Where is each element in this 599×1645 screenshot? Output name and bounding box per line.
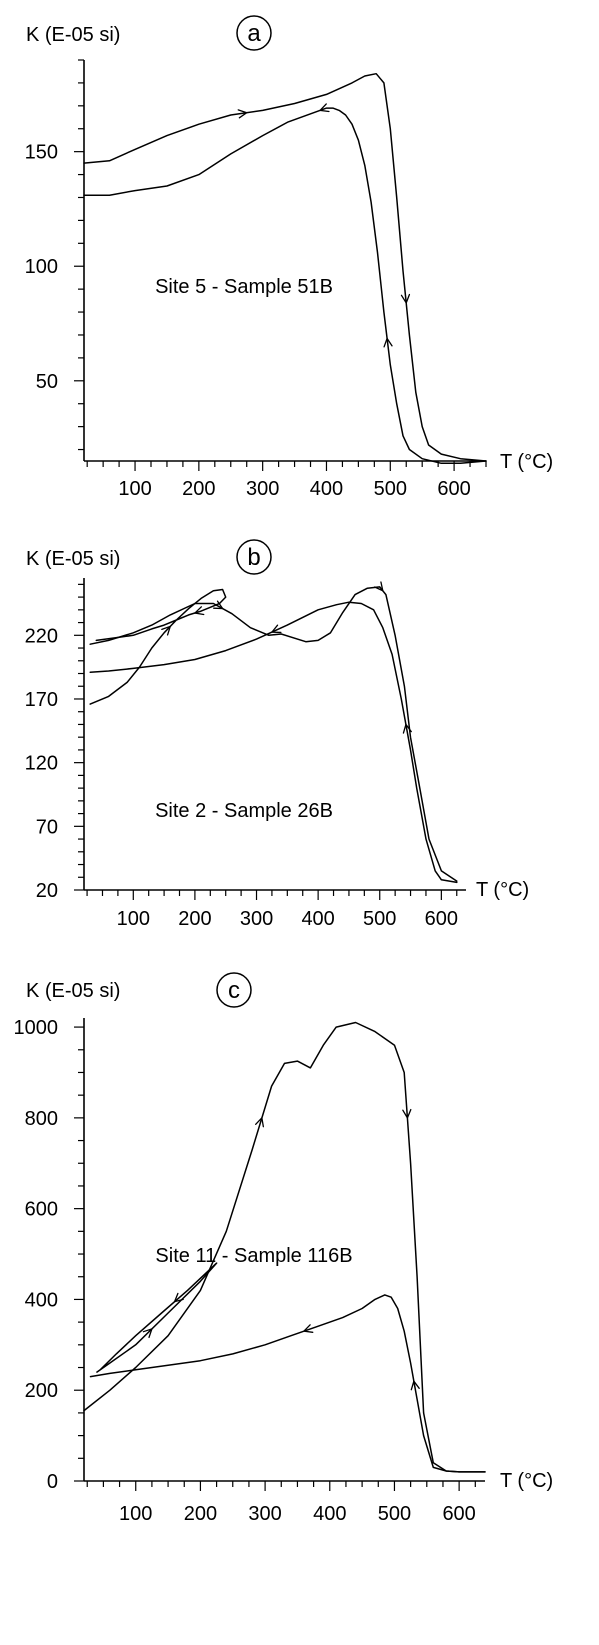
x-tick-label: 300 — [240, 908, 273, 930]
x-tick-label: 600 — [425, 908, 458, 930]
x-tick-label: 200 — [182, 478, 215, 500]
sample-annotation: Site 5 - Sample 51B — [155, 276, 333, 298]
x-tick-label: 400 — [310, 478, 343, 500]
direction-arrow — [237, 109, 249, 119]
x-tick-label: 500 — [363, 908, 396, 930]
x-tick-label: 300 — [246, 478, 279, 500]
x-tick-label: 500 — [374, 478, 407, 500]
series-line-2 — [83, 107, 487, 465]
x-axis-label: T (°C) — [476, 879, 529, 901]
y-axis-label: K (E-05 si) — [26, 980, 120, 1002]
x-axis-label: T (°C) — [500, 1470, 553, 1492]
y-tick-label: 120 — [25, 753, 58, 775]
x-tick-label: 500 — [378, 1503, 411, 1525]
chart-panel-c: 100 200 300 400 500 600 0 200 400 600 800 1000 K (E-… — [14, 972, 553, 1525]
x-tick-label: 200 — [184, 1503, 217, 1525]
direction-arrow — [383, 336, 393, 348]
series-line-2 — [89, 601, 458, 884]
y-tick-label: 220 — [25, 625, 58, 647]
x-tick-label: 400 — [301, 908, 334, 930]
x-tick-label: 600 — [437, 478, 470, 500]
direction-arrow — [270, 624, 282, 634]
x-tick-label: 100 — [117, 908, 150, 930]
y-tick-label: 50 — [36, 371, 58, 393]
series-line-1 — [83, 1021, 486, 1473]
direction-arrow — [255, 1116, 265, 1128]
y-tick-label: 0 — [47, 1471, 58, 1493]
y-axis-label: K (E-05 si) — [26, 24, 120, 46]
direction-arrow — [161, 625, 172, 636]
direction-arrow — [173, 1292, 184, 1303]
panel-letter-circle — [236, 539, 272, 575]
y-axis-label: K (E-05 si) — [26, 548, 120, 570]
x-tick-label: 600 — [442, 1503, 475, 1525]
x-tick-label: 300 — [248, 1503, 281, 1525]
direction-arrow — [318, 103, 330, 113]
y-tick-label: 20 — [36, 880, 58, 902]
y-tick-label: 150 — [25, 142, 58, 164]
x-tick-label: 400 — [313, 1503, 346, 1525]
series-line-1 — [83, 72, 487, 462]
x-tick-label: 100 — [118, 478, 151, 500]
x-axis-label: T (°C) — [500, 451, 553, 473]
direction-arrow — [410, 1379, 420, 1391]
y-tick-label: 1000 — [14, 1017, 59, 1039]
y-tick-label: 200 — [25, 1380, 58, 1402]
y-tick-label: 170 — [25, 689, 58, 711]
x-tick-label: 100 — [119, 1503, 152, 1525]
y-tick-label: 70 — [36, 816, 58, 838]
panel-letter-circle — [216, 972, 252, 1008]
y-tick-label: 800 — [25, 1108, 58, 1130]
panel-letter-circle — [236, 15, 272, 51]
panel-letter: c — [228, 977, 240, 1004]
panel-letter: b — [247, 544, 260, 571]
panel-letter: a — [247, 20, 261, 47]
sample-annotation: Site 11 - Sample 116B — [155, 1245, 352, 1267]
sample-annotation: Site 2 - Sample 26B — [155, 800, 333, 822]
x-tick-label: 200 — [178, 908, 211, 930]
direction-arrow — [193, 606, 205, 616]
direction-arrow — [302, 1324, 314, 1333]
direction-arrow — [400, 293, 411, 305]
y-tick-label: 100 — [25, 256, 58, 278]
direction-arrow — [402, 1108, 412, 1120]
direction-arrow — [402, 723, 412, 734]
y-tick-label: 600 — [25, 1199, 58, 1221]
y-tick-label: 400 — [25, 1289, 58, 1311]
chart-panel-a: 100 200 300 400 500 600 50 100 150 K (E-05 si) T (… — [25, 15, 553, 500]
series-line-2 — [89, 1294, 486, 1473]
series-line-3 — [89, 588, 227, 705]
series-line-3 — [96, 1262, 218, 1373]
direction-arrow — [374, 581, 384, 592]
direction-arrow — [142, 1327, 153, 1339]
chart-panel-b: 100 200 300 400 500 600 20 70 120 170 220 K (E-05 s… — [25, 539, 529, 930]
